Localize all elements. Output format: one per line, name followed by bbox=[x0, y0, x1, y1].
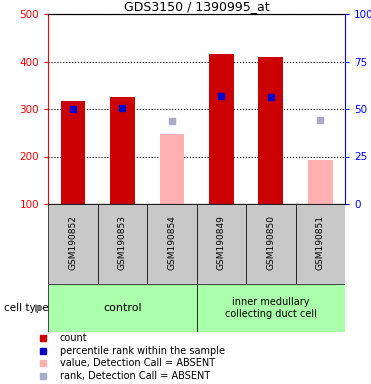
Text: cell type: cell type bbox=[4, 303, 48, 313]
Bar bbox=[296, 204, 345, 284]
Bar bbox=[209, 55, 234, 204]
Bar bbox=[259, 57, 283, 204]
Bar bbox=[147, 204, 197, 284]
Text: value, Detection Call = ABSENT: value, Detection Call = ABSENT bbox=[60, 358, 215, 368]
Text: GSM190854: GSM190854 bbox=[167, 215, 176, 270]
Text: percentile rank within the sample: percentile rank within the sample bbox=[60, 346, 225, 356]
Bar bbox=[60, 101, 85, 204]
Bar bbox=[110, 97, 135, 204]
Title: GDS3150 / 1390995_at: GDS3150 / 1390995_at bbox=[124, 0, 269, 13]
Text: GSM190849: GSM190849 bbox=[217, 215, 226, 270]
Text: inner medullary
collecting duct cell: inner medullary collecting duct cell bbox=[225, 297, 317, 319]
Text: GSM190852: GSM190852 bbox=[69, 215, 78, 270]
Bar bbox=[308, 160, 333, 204]
Text: rank, Detection Call = ABSENT: rank, Detection Call = ABSENT bbox=[60, 371, 210, 381]
Text: ▶: ▶ bbox=[35, 303, 43, 313]
Text: GSM190850: GSM190850 bbox=[266, 215, 275, 270]
Text: control: control bbox=[103, 303, 142, 313]
Bar bbox=[160, 134, 184, 204]
Text: count: count bbox=[60, 333, 87, 343]
Text: GSM190851: GSM190851 bbox=[316, 215, 325, 270]
Bar bbox=[98, 204, 147, 284]
Bar bbox=[197, 284, 345, 332]
Bar bbox=[246, 204, 296, 284]
Text: GSM190853: GSM190853 bbox=[118, 215, 127, 270]
Bar bbox=[48, 284, 197, 332]
Bar bbox=[48, 204, 98, 284]
Bar bbox=[197, 204, 246, 284]
